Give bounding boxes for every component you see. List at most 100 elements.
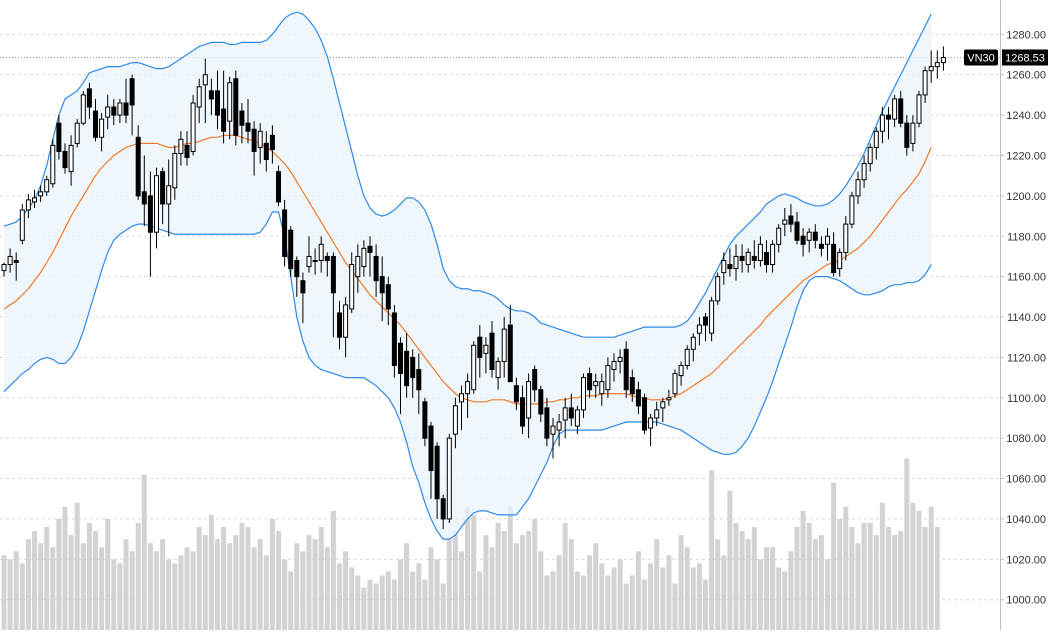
volume-bar	[794, 527, 800, 630]
candle-down	[245, 122, 251, 132]
volume-bar	[105, 518, 111, 630]
volume-bar	[288, 571, 294, 630]
volume-bar	[129, 551, 135, 630]
candle-down	[489, 332, 495, 371]
candle-up	[721, 259, 727, 274]
candle	[154, 167, 159, 249]
candle	[709, 296, 715, 342]
candle-up	[916, 94, 922, 124]
volume-bar	[117, 563, 123, 630]
candle	[56, 115, 62, 160]
volume-bar	[471, 514, 477, 630]
volume-bar	[550, 571, 556, 630]
volume-bar	[764, 547, 769, 630]
volume-bar	[666, 555, 672, 630]
volume-bar	[538, 551, 544, 630]
volume-bar	[422, 579, 428, 630]
candle-up	[80, 94, 86, 124]
volume-bar	[513, 543, 519, 630]
candle-down	[62, 150, 68, 169]
candle	[587, 367, 593, 398]
candle-down	[538, 389, 544, 415]
candle-down	[208, 90, 214, 100]
candle-down	[513, 385, 519, 403]
volume-bar	[68, 535, 74, 630]
candle-up	[556, 421, 562, 431]
volume-bar	[623, 583, 629, 630]
candle-down	[135, 136, 141, 197]
volume-bar	[391, 579, 397, 630]
volume-bar	[166, 559, 172, 630]
volume-bar	[416, 563, 422, 630]
volume-bar	[898, 531, 904, 630]
volume-bar	[928, 506, 934, 630]
candle	[873, 127, 879, 160]
candle-down	[751, 255, 757, 261]
candle-down	[13, 259, 19, 264]
candle-up	[696, 324, 702, 334]
volume-bar	[782, 571, 788, 630]
candle	[410, 349, 416, 398]
volume-bar	[831, 482, 837, 630]
candle-down	[367, 245, 373, 253]
candle-down	[507, 324, 513, 383]
volume-bar	[629, 575, 635, 630]
candle-up	[855, 179, 861, 197]
candle	[556, 413, 562, 447]
candle-down	[239, 110, 245, 126]
volume-bar	[910, 502, 916, 630]
candle	[617, 349, 623, 374]
volume-bar	[806, 522, 812, 630]
volume-bar	[44, 527, 50, 630]
candle	[593, 373, 599, 398]
candle-up	[940, 56, 946, 64]
y-tick-label: 1240.00	[1006, 110, 1046, 122]
candle	[745, 248, 751, 273]
volume-bar	[239, 522, 245, 630]
candle-up	[678, 364, 684, 377]
candle	[398, 337, 403, 414]
candle-up	[465, 381, 471, 395]
volume-bar	[135, 522, 141, 630]
price-axis[interactable]: 1000.00 1020.00 1040.00 1060.00 1080.00 1100.…	[1000, 0, 1046, 630]
candle	[818, 236, 824, 257]
volume-bar	[13, 551, 19, 630]
candle-down	[251, 128, 257, 152]
candle-up	[776, 227, 782, 245]
candle	[471, 341, 477, 394]
volume-bar	[251, 547, 257, 630]
volume-bar	[385, 571, 391, 630]
candle-up	[196, 86, 202, 108]
volume-bar	[343, 551, 349, 630]
volume-bar	[428, 547, 434, 630]
candle	[928, 50, 934, 83]
volume-bar	[617, 559, 623, 630]
volume-bar	[599, 563, 605, 630]
candle	[483, 337, 489, 374]
volume-bar	[215, 539, 220, 630]
candle-down	[385, 284, 391, 310]
volume-bar	[843, 506, 849, 630]
candle	[678, 361, 684, 386]
candle	[263, 131, 269, 172]
candle	[318, 236, 324, 273]
volume-bar	[855, 543, 861, 630]
candle-up	[227, 82, 233, 122]
volume-bar	[80, 543, 86, 630]
candle	[898, 90, 904, 128]
candle-up	[74, 122, 80, 144]
candle	[690, 333, 696, 362]
volume-bar	[355, 575, 361, 630]
candle-down	[587, 373, 593, 391]
candle-up	[99, 118, 105, 138]
volume-bar	[337, 563, 342, 630]
candle-down	[642, 397, 647, 431]
candle-down	[269, 134, 275, 150]
candle	[696, 317, 702, 346]
volume-bar	[581, 575, 586, 630]
candle	[62, 143, 68, 174]
volume-bar	[257, 539, 263, 630]
candle	[379, 256, 385, 322]
